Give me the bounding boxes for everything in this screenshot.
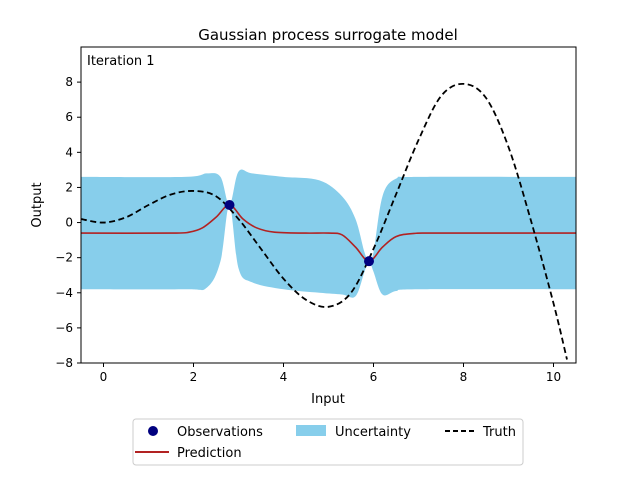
observation-point bbox=[224, 200, 235, 210]
legend-frame bbox=[132, 418, 524, 466]
x-tick-label: 4 bbox=[280, 370, 288, 384]
observation-point bbox=[364, 256, 374, 267]
plot-frame bbox=[80, 46, 577, 364]
legend-observations-marker bbox=[148, 426, 158, 436]
y-tick-label: 8 bbox=[65, 75, 73, 89]
x-axis: 0 2 4 6 8 10 bbox=[100, 363, 561, 384]
y-tick-label: 6 bbox=[65, 110, 73, 124]
x-tick-label: 8 bbox=[460, 370, 468, 384]
chart-title: Gaussian process surrogate model bbox=[198, 26, 458, 44]
legend-observations-label: Observations bbox=[177, 425, 263, 440]
plot-area bbox=[81, 82, 576, 360]
y-tick-label: −8 bbox=[55, 356, 73, 370]
y-tick-label: 2 bbox=[65, 180, 73, 194]
iteration-annotation: Iteration 1 bbox=[87, 54, 155, 69]
x-tick-label: 2 bbox=[190, 370, 198, 384]
x-axis-label: Input bbox=[311, 392, 345, 407]
legend-uncertainty-label: Uncertainty bbox=[335, 425, 411, 440]
y-tick-label: −4 bbox=[55, 286, 73, 300]
y-axis-label: Output bbox=[30, 182, 45, 227]
observation-points bbox=[224, 200, 374, 267]
y-tick-label: 4 bbox=[65, 145, 73, 159]
y-tick-label: −6 bbox=[55, 321, 73, 335]
x-tick-label: 6 bbox=[370, 370, 378, 384]
y-tick-label: −2 bbox=[55, 251, 73, 265]
y-axis: −8 −6 −4 −2 0 2 4 6 8 bbox=[55, 75, 81, 370]
legend-truth-label: Truth bbox=[482, 425, 516, 440]
legend-prediction-label: Prediction bbox=[177, 446, 242, 461]
legend-uncertainty-swatch bbox=[296, 425, 326, 436]
truth-line bbox=[81, 82, 568, 360]
y-tick-label: 0 bbox=[65, 216, 73, 230]
legend: Observations Uncertainty Truth Predictio… bbox=[132, 418, 524, 466]
x-tick-label: 10 bbox=[546, 370, 561, 384]
prediction-line bbox=[81, 204, 576, 262]
x-tick-label: 0 bbox=[100, 370, 108, 384]
